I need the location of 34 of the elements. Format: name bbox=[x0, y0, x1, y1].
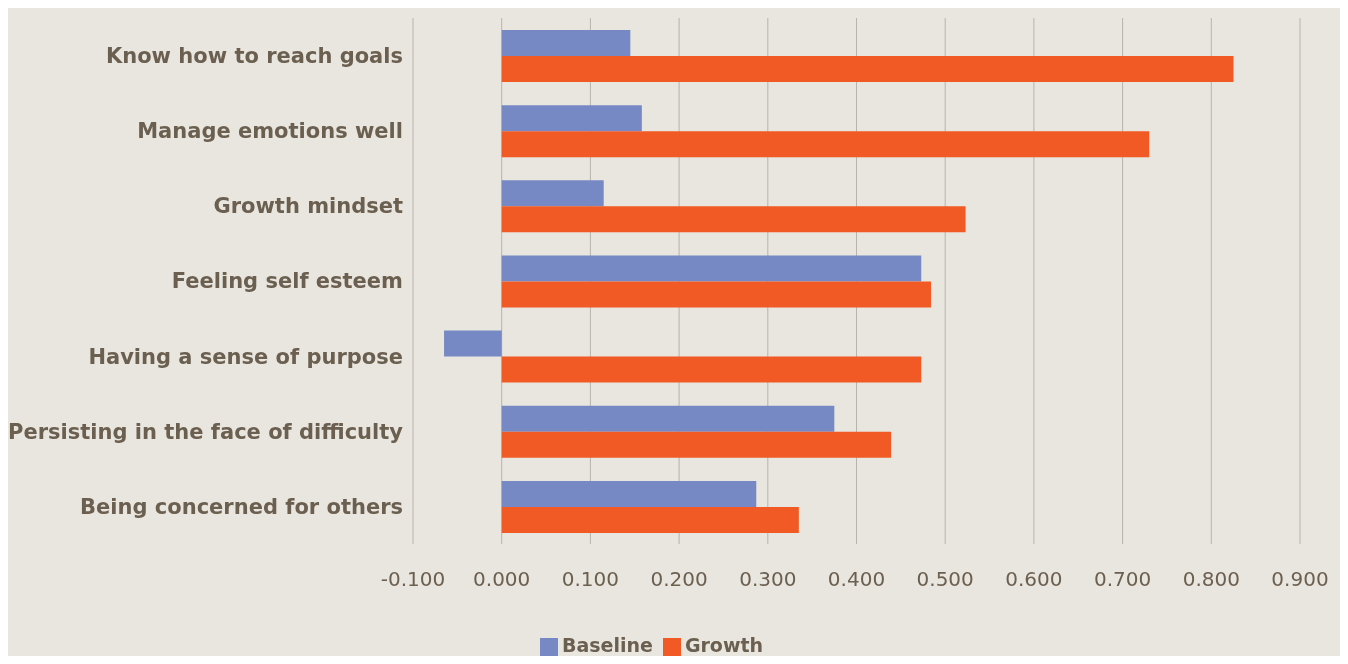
bar bbox=[501, 206, 966, 233]
bar bbox=[501, 105, 642, 132]
legend-label: Baseline bbox=[561, 634, 653, 656]
x-tick-label: 0.000 bbox=[473, 567, 531, 592]
x-tick-label: 0.100 bbox=[561, 567, 620, 592]
y-tick-label: Being concerned for others bbox=[80, 494, 403, 519]
x-tick-label: 0.300 bbox=[739, 567, 797, 592]
bar bbox=[501, 56, 1234, 83]
x-tick-label: 0.900 bbox=[1271, 567, 1329, 592]
bar bbox=[444, 330, 502, 357]
bar bbox=[501, 356, 922, 383]
bar bbox=[501, 180, 604, 207]
bar bbox=[501, 131, 1150, 158]
bar bbox=[501, 255, 922, 282]
x-tick-label: 0.700 bbox=[1093, 567, 1152, 592]
y-tick-label: Growth mindset bbox=[213, 194, 403, 219]
bar bbox=[501, 431, 892, 458]
y-tick-label: Know how to reach goals bbox=[105, 44, 403, 69]
bar bbox=[501, 480, 757, 507]
bar bbox=[501, 506, 799, 533]
x-tick-label: -0.100 bbox=[380, 567, 446, 592]
bar bbox=[501, 405, 835, 432]
y-tick-label: Persisting in the face of difficulty bbox=[8, 419, 404, 444]
x-tick-label: 0.200 bbox=[650, 567, 708, 592]
bar bbox=[501, 30, 631, 57]
x-tick-label: 0.400 bbox=[827, 567, 886, 592]
bar bbox=[501, 281, 932, 308]
y-tick-label: Feeling self esteem bbox=[171, 269, 403, 294]
y-tick-label: Having a sense of purpose bbox=[88, 344, 403, 369]
x-tick-label: 0.600 bbox=[1005, 567, 1063, 592]
legend-label: Growth bbox=[684, 634, 764, 656]
x-tick-label: 0.800 bbox=[1182, 567, 1240, 592]
x-tick-label: 0.500 bbox=[916, 567, 974, 592]
y-tick-label: Manage emotions well bbox=[137, 119, 403, 144]
